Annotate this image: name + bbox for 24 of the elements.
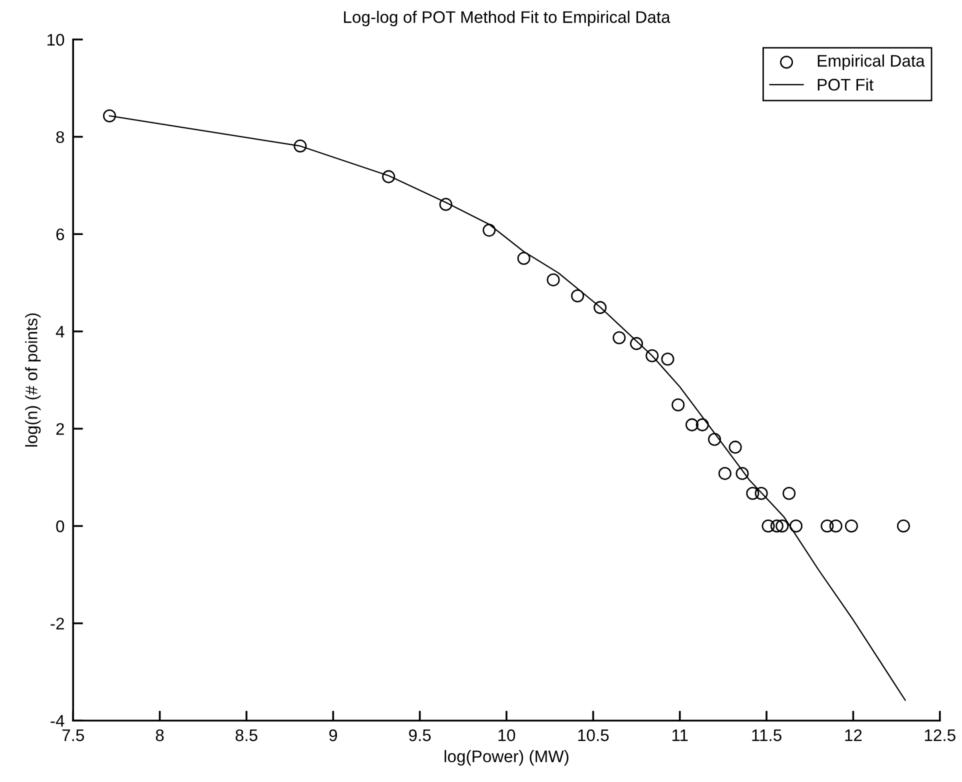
x-tick-label: 12: [845, 729, 862, 742]
x-tick-label: 11: [672, 730, 688, 742]
chart-title: Log-log of POT Method Fit to Empirical Data: [344, 10, 670, 26]
y-axis-title: log(n) (# of points): [25, 313, 41, 447]
x-tick-label: 10.5: [578, 729, 609, 742]
x-tick-label: 11.5: [752, 730, 782, 742]
y-tick-label: 2: [56, 423, 64, 435]
x-tick-label: 9.5: [409, 729, 431, 742]
y-tick-label: 4: [56, 326, 64, 338]
y-tick-label: -2: [50, 618, 64, 630]
legend-label: POT Fit: [818, 78, 874, 91]
x-axis-title: log(Power) (MW): [444, 750, 568, 766]
x-tick-label: 8.5: [236, 729, 258, 742]
x-tick-label: 9: [329, 729, 337, 742]
y-tick-label: 8: [56, 131, 64, 143]
x-tick-label: 8: [156, 729, 164, 742]
y-tick-label: 6: [56, 228, 64, 240]
legend-label: Empirical Data: [818, 54, 925, 70]
y-tick-label: -4: [50, 715, 64, 727]
y-tick-label: 0: [56, 520, 64, 532]
y-tick-label: 10: [48, 34, 64, 46]
x-tick-label: 7.5: [62, 730, 84, 742]
x-tick-label: 12.5: [924, 729, 956, 742]
x-tick-label: 10: [498, 729, 516, 742]
